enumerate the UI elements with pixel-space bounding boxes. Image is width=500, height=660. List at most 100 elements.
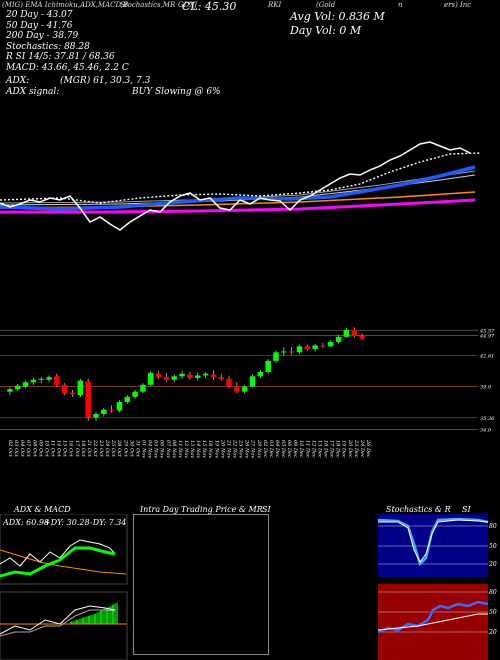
- price-tick-label: 39.0: [480, 385, 492, 391]
- adx-signal-line: ADX signal: BUY Slowing @ 6%: [6, 87, 221, 98]
- date-tick-label: 17 Dec: [329, 440, 335, 458]
- date-tick-label: 08 Nov: [171, 440, 177, 458]
- close-price: CL: 45.30: [182, 0, 237, 13]
- candle-body: [54, 376, 60, 385]
- macd-histogram-bar: [79, 618, 81, 624]
- date-tick-label: 24 Dec: [359, 439, 365, 458]
- macd-histogram-bar: [114, 603, 116, 624]
- header-fragment2: n: [398, 1, 403, 9]
- candle-body: [210, 374, 217, 378]
- rsi-tick-20: 20: [488, 629, 497, 636]
- candle-body: [218, 377, 224, 379]
- candle-body: [30, 379, 37, 383]
- date-tick-label: 18 Oct: [80, 440, 86, 458]
- candle-body: [304, 346, 311, 349]
- candle-body: [265, 360, 271, 372]
- info-ma200: 200 Day - 38.79: [6, 31, 79, 41]
- macd-histogram-bar: [107, 607, 108, 624]
- date-axis: 02 Oct 03 Oct 04 Oct 07 Oct 08 Oct 09 Oct 10 O…: [7, 439, 371, 458]
- date-tick-label: 15 Oct: [62, 440, 68, 458]
- macd-histogram-bar: [80, 618, 82, 624]
- adx-value: (MGR) 61, 30.3, 7.3: [60, 76, 151, 86]
- candle-body: [273, 352, 279, 361]
- date-tick-label: 25 Oct: [110, 439, 116, 458]
- stoch-blue-line: [378, 517, 489, 567]
- rsi-tick-80: 80: [489, 589, 497, 596]
- candle-body: [249, 376, 256, 387]
- macd-histogram-bar: [77, 619, 78, 624]
- date-tick-label: 27 Nov: [250, 439, 256, 458]
- info-ma20: 20 Day - 43.07: [6, 10, 73, 20]
- date-tick-label: 11 Dec: [304, 440, 310, 458]
- macd-histogram-bar: [101, 610, 102, 624]
- date-tick-label: 09 Oct: [37, 440, 43, 458]
- date-tick-label: 17 Oct: [74, 440, 80, 458]
- stoch-panel-title2: SI: [462, 505, 471, 514]
- date-tick-label: 11 Nov: [177, 440, 183, 458]
- adx-panel-title: ADX & MACD: [14, 505, 71, 514]
- price-tick-label: 42.61: [479, 354, 494, 360]
- date-tick-label: 01 Nov: [141, 440, 147, 458]
- stoch-tick-80: 80: [489, 523, 497, 530]
- adx-signal-value: BUY Slowing @ 6%: [132, 87, 221, 97]
- macd-histogram-bar: [102, 609, 104, 624]
- candle-body: [61, 384, 68, 394]
- macd-histogram-bar: [71, 621, 72, 624]
- intraday-panel-title2: SI: [262, 505, 271, 514]
- macd-histogram-bar: [116, 602, 118, 624]
- di-minus-label: -DY: 7.34: [90, 518, 126, 527]
- macd-histogram-bar: [97, 612, 99, 624]
- candle-body: [101, 409, 107, 414]
- date-tick-label: 16 Dec: [323, 440, 329, 458]
- ma-white-dotted-line: [0, 152, 481, 204]
- date-tick-label: 20 Nov: [219, 439, 225, 458]
- macd-histogram-bar: [109, 606, 111, 624]
- adx-orange-line: [0, 549, 127, 575]
- price-white-line: [0, 141, 471, 231]
- date-tick-label: 06 Dec: [286, 440, 292, 458]
- macd-histogram-bar: [86, 616, 88, 624]
- avg-volume: Avg Vol: 0.836 M: [290, 10, 385, 23]
- date-tick-label: 26 Dec: [365, 439, 371, 458]
- date-tick-label: 29 Oct: [122, 439, 128, 458]
- candle-body: [187, 374, 193, 378]
- date-tick-label: 11 Oct: [50, 440, 56, 458]
- macd-histogram-bar: [85, 616, 87, 624]
- date-tick-label: 04 Dec: [274, 440, 280, 458]
- candle-body: [351, 330, 357, 336]
- macd-histogram-bar: [106, 608, 107, 624]
- date-tick-label: 15 Nov: [201, 440, 207, 458]
- header-fragment3: ers) Inc: [444, 1, 472, 9]
- candle-body: [85, 381, 91, 418]
- adx-signal-label: ADX signal:: [6, 87, 60, 97]
- date-tick-label: 10 Dec: [298, 440, 304, 458]
- date-tick-label: 21 Oct: [86, 439, 92, 458]
- candles: [7, 327, 365, 421]
- date-tick-label: 30 Oct: [128, 440, 134, 458]
- date-tick-label: 25 Nov: [238, 439, 244, 458]
- macd-histogram-bar: [110, 605, 112, 624]
- info-macd: MACD: 43.66, 45.46, 2.2 C: [6, 62, 129, 73]
- macd-histogram-bar: [112, 605, 113, 624]
- date-tick-label: 26 Nov: [244, 439, 250, 458]
- candle-body: [343, 330, 350, 337]
- candle-body: [155, 373, 162, 378]
- stoch-panel-title: Stochastics & R: [386, 505, 451, 514]
- candle-body: [15, 385, 21, 390]
- macd-histogram-bar: [82, 618, 83, 624]
- candle-body: [202, 373, 209, 376]
- date-tick-label: 29 Nov: [256, 439, 262, 458]
- adx-line: ADX: (MGR) 61, 30.3, 7.3: [6, 76, 150, 87]
- date-tick-label: 05 Dec: [280, 440, 286, 458]
- macd-histogram-bar: [88, 616, 89, 624]
- intraday-panel-title: Intra Day Trading Price & MR: [140, 505, 263, 514]
- candle-body: [22, 382, 29, 387]
- candle-body: [116, 402, 123, 411]
- date-tick-label: 23 Oct: [98, 439, 104, 458]
- date-tick-label: 07 Nov: [165, 440, 171, 458]
- date-tick-label: 05 Nov: [153, 440, 159, 458]
- candle-body: [69, 392, 76, 395]
- candle-body: [320, 345, 326, 347]
- date-tick-label: 03 Dec: [268, 440, 274, 458]
- date-tick-label: 16 Oct: [68, 440, 74, 458]
